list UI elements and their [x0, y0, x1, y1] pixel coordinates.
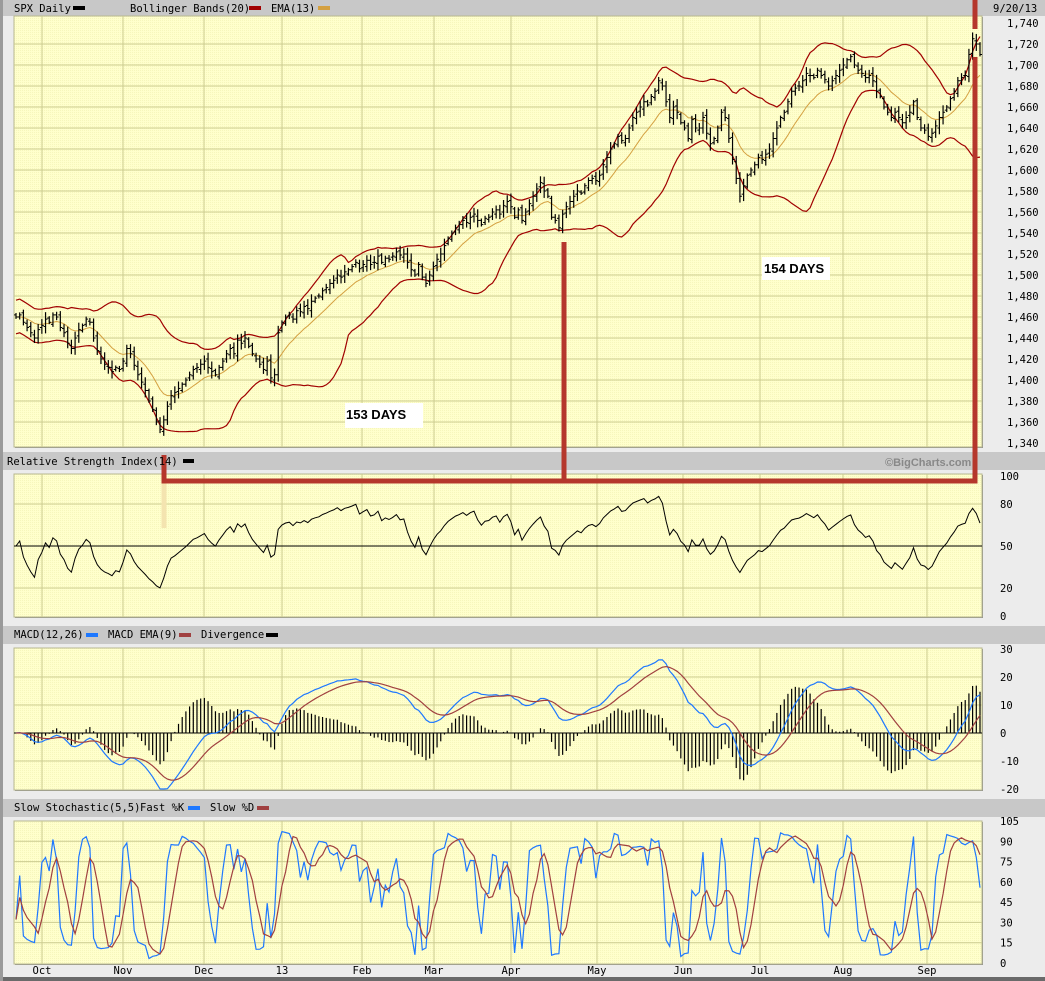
y-tick-label: 1,740: [1007, 18, 1039, 30]
window-left-border: [0, 0, 3, 981]
legend-macd: MACD(12,26): [14, 629, 84, 641]
y-tick-label: 20: [1000, 583, 1013, 595]
y-tick-label: 90: [1000, 836, 1013, 848]
legend-macd-ema: MACD EMA(9): [108, 629, 178, 641]
y-tick-label: 100: [1000, 471, 1019, 483]
legend-divergence-swatch: [266, 633, 278, 637]
y-tick-label: 15: [1000, 938, 1013, 950]
legend-rsi: Relative Strength Index(14): [7, 456, 178, 468]
annotation-153-days: 153 DAYS: [346, 407, 407, 422]
y-tick-label: 60: [1000, 877, 1013, 889]
legend-macd-swatch: [86, 633, 98, 637]
y-tick-label: 75: [1000, 857, 1013, 869]
y-tick-label: 1,520: [1007, 249, 1039, 261]
x-tick-label: Dec: [195, 965, 214, 977]
x-tick-label: Jul: [751, 965, 770, 977]
y-tick-label: 1,580: [1007, 186, 1039, 198]
y-tick-label: 1,340: [1007, 438, 1039, 450]
macd-line: [15, 659, 981, 790]
y-tick-label: 30: [1000, 644, 1013, 656]
y-tick-label: 50: [1000, 541, 1013, 553]
panel-header-bar: [3, 0, 1045, 16]
legend-spx-swatch: [73, 6, 85, 10]
legend-fast-k-swatch: [188, 806, 200, 810]
y-tick-label: 10: [1000, 700, 1013, 712]
annotation-box-153: [345, 403, 423, 428]
legend-divergence: Divergence: [201, 629, 264, 641]
y-tick-label: 1,480: [1007, 291, 1039, 303]
legend-ema-swatch: [318, 6, 330, 10]
y-tick-label: 1,720: [1007, 39, 1039, 51]
y-tick-label: 1,400: [1007, 375, 1039, 387]
y-tick-label: 1,600: [1007, 165, 1039, 177]
legend-bollinger-swatch: [249, 6, 261, 10]
ema13-line: [15, 72, 981, 397]
y-tick-label: 1,640: [1007, 123, 1039, 135]
panel-header-bar: [3, 452, 1045, 470]
panel-header-bar: [3, 799, 1045, 817]
x-tick-label: Nov: [114, 965, 133, 977]
y-tick-label: 1,380: [1007, 396, 1039, 408]
y-tick-label: 1,700: [1007, 60, 1039, 72]
bigcharts-copyright: ©BigCharts.com: [885, 457, 972, 469]
y-tick-label: 30: [1000, 917, 1013, 929]
y-tick-label: 45: [1000, 897, 1013, 909]
legend-ema: EMA(13): [271, 3, 315, 15]
x-tick-label: Feb: [353, 965, 372, 977]
y-tick-label: 0: [1000, 611, 1006, 623]
x-tick-label: May: [588, 965, 607, 977]
y-tick-label: -10: [1000, 756, 1019, 768]
y-tick-label: -20: [1000, 784, 1019, 796]
y-tick-label: 20: [1000, 672, 1013, 684]
annotation-154-days: 154 DAYS: [764, 261, 825, 276]
y-tick-label: 1,420: [1007, 354, 1039, 366]
x-tick-label: Jun: [674, 965, 693, 977]
legend-spx: SPX Daily: [14, 3, 71, 15]
y-tick-label: 1,620: [1007, 144, 1039, 156]
y-tick-label: 1,500: [1007, 270, 1039, 282]
bollinger-lower-line: [15, 89, 981, 433]
y-tick-label: 1,540: [1007, 228, 1039, 240]
legend-slow-d: Slow %D: [210, 802, 254, 814]
panel-header-bar: [3, 626, 1045, 644]
legend-stochastic: Slow Stochastic(5,5): [14, 802, 140, 814]
panel-plot-area: [13, 15, 983, 448]
y-tick-label: 105: [1000, 816, 1019, 828]
x-tick-label: 13: [276, 965, 289, 977]
slow-d-line: [15, 835, 981, 955]
rsi-line: [15, 495, 981, 589]
chart-date: 9/20/13: [993, 3, 1037, 15]
x-tick-label: Oct: [33, 965, 52, 977]
legend-bollinger: Bollinger Bands(20): [130, 3, 250, 15]
y-tick-label: 1,360: [1007, 417, 1039, 429]
annotation-box-154: [762, 257, 830, 280]
legend-slow-d-swatch: [257, 806, 269, 810]
x-tick-label: Apr: [502, 965, 521, 977]
y-tick-label: 0: [1000, 728, 1006, 740]
x-tick-label: Sep: [918, 965, 937, 977]
y-tick-label: 0: [1000, 958, 1006, 970]
x-tick-label: Aug: [834, 965, 853, 977]
y-tick-label: 1,680: [1007, 81, 1039, 93]
x-tick-label: Mar: [425, 965, 444, 977]
y-tick-label: 1,560: [1007, 207, 1039, 219]
macd-signal-line: [15, 665, 981, 781]
window-bottom-border: [3, 977, 1045, 981]
bollinger-upper-line: [15, 36, 981, 351]
legend-macd-ema-swatch: [179, 633, 191, 637]
legend-fast-k: Fast %K: [140, 802, 185, 814]
y-tick-label: 1,440: [1007, 333, 1039, 345]
y-tick-label: 1,460: [1007, 312, 1039, 324]
y-tick-label: 1,660: [1007, 102, 1039, 114]
y-tick-label: 80: [1000, 499, 1013, 511]
legend-rsi-swatch: [183, 459, 194, 463]
panel-plot-area: [13, 647, 983, 791]
fast-k-line: [15, 830, 981, 960]
